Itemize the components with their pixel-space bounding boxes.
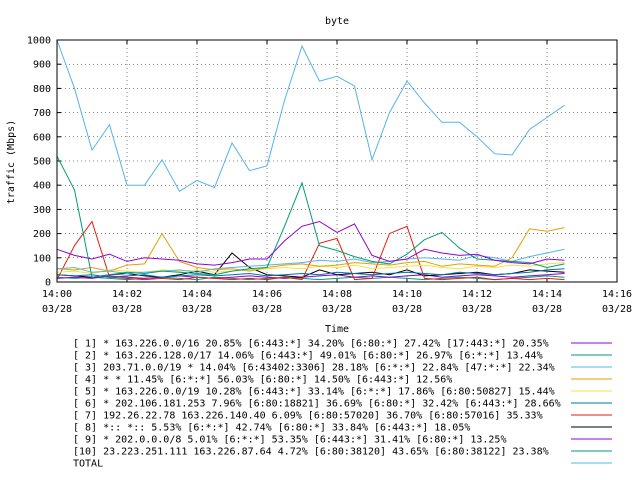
series-line [56, 155, 565, 278]
y-axis-label: traffic (Mbps) [6, 120, 17, 204]
legend-label: [ 1] * 163.226.0.0/16 20.85% [6:443:*] 3… [73, 339, 549, 350]
y-tick-label: 200 [33, 229, 51, 240]
y-axis-ticks: 0 100 200 300 400 500 600 700 800 900 1000 [27, 36, 617, 289]
x-tick-time: 14:02 [112, 289, 142, 300]
x-tick-date: 03/28 [42, 304, 72, 315]
series-line [56, 227, 565, 272]
y-tick-label: 400 [33, 181, 51, 192]
y-tick-label: 700 [33, 108, 51, 119]
x-tick-date: 03/28 [112, 304, 142, 315]
y-tick-label: 300 [33, 205, 51, 216]
y-tick-label: 1000 [27, 36, 51, 47]
series-line [56, 248, 565, 275]
legend-label: [ 2] * 163.226.128.0/17 14.06% [6:443:*]… [73, 351, 543, 362]
legend-label: [ 8] *:: *:: 5.53% [6:*:*] 42.74% [6:80:… [73, 423, 470, 434]
series-lines [56, 39, 565, 281]
x-tick-time: 14:06 [252, 289, 282, 300]
x-tick-time: 14:14 [532, 289, 562, 300]
series-line [56, 268, 565, 278]
x-tick-time: 14:04 [182, 289, 212, 300]
legend-label: [ 9] * 202.0.0.0/8 5.01% [6:*:*] 53.35% … [73, 435, 506, 446]
x-tick-date: 03/28 [252, 304, 282, 315]
series-line [56, 220, 565, 281]
series-line [56, 220, 565, 266]
series-line [56, 252, 565, 278]
x-tick-time: 14:12 [462, 289, 492, 300]
y-tick-label: 600 [33, 132, 51, 143]
legend-label: [ 7] 192.26.22.78 163.226.140.40 6.09% [… [73, 411, 543, 422]
y-tick-label: 900 [33, 60, 51, 71]
legend-label: [ 4] * * 11.45% [6:*:*] 56.03% [6:80:*] … [73, 375, 452, 386]
legend-label: [ 5] * 163.226.0.0/19 10.28% [6:443:*] 3… [73, 387, 555, 398]
legend-label: [ 6] * 202.106.181.253 7.96% [6:80:18821… [73, 399, 561, 410]
x-tick-time: 14:16 [602, 289, 632, 300]
series-line [56, 39, 565, 193]
legend-label: [10] 23.223.251.111 163.226.87.64 4.72% … [73, 447, 549, 458]
x-tick-time: 14:08 [322, 289, 352, 300]
x-tick-date: 03/28 [322, 304, 352, 315]
y-tick-label: 0 [45, 278, 51, 289]
x-axis-label: Time [325, 324, 349, 335]
legend-label: TOTAL [73, 459, 103, 470]
legend-label: [ 3] 203.71.0.0/19 * 14.04% [6:43402:330… [73, 363, 555, 374]
plot-frame [56, 39, 618, 283]
y-tick-label: 100 [33, 253, 51, 264]
chart-title: byte [325, 16, 349, 27]
x-tick-time: 14:10 [392, 289, 422, 300]
x-tick-date: 03/28 [532, 304, 562, 315]
x-tick-date: 03/28 [462, 304, 492, 315]
x-tick-date: 03/28 [182, 304, 212, 315]
x-tick-date: 03/28 [602, 304, 632, 315]
x-axis-ticks: 14:00 03/28 14:02 03/28 14:04 03/28 14:06 03/28… [42, 40, 632, 315]
grid [57, 40, 617, 282]
x-tick-date: 03/28 [392, 304, 422, 315]
y-tick-label: 500 [33, 157, 51, 168]
legend: [ 1] * 163.226.0.0/16 20.85% [6:443:*] 3… [73, 339, 612, 470]
series-line [56, 273, 565, 279]
y-tick-label: 800 [33, 84, 51, 95]
x-tick-time: 14:00 [42, 289, 72, 300]
